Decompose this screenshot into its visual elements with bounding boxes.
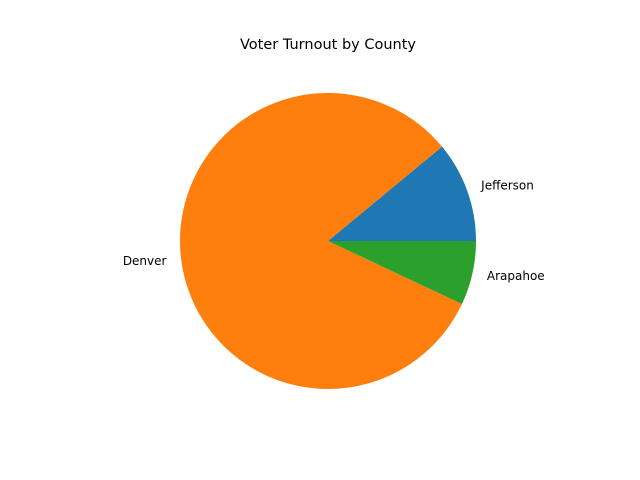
chart-title: Voter Turnout by County (240, 37, 416, 53)
pie-slice-denver (180, 93, 462, 389)
pie-slice-jefferson (328, 146, 476, 241)
pie-label-jefferson: Jefferson (480, 178, 534, 192)
pie-slice-arapahoe (328, 241, 476, 305)
pie-label-arapahoe: Arapahoe (487, 269, 545, 283)
pie-slices (180, 93, 476, 389)
pie-label-denver: Denver (123, 254, 167, 268)
pie-labels: Jefferson Denver Arapahoe (123, 178, 545, 283)
